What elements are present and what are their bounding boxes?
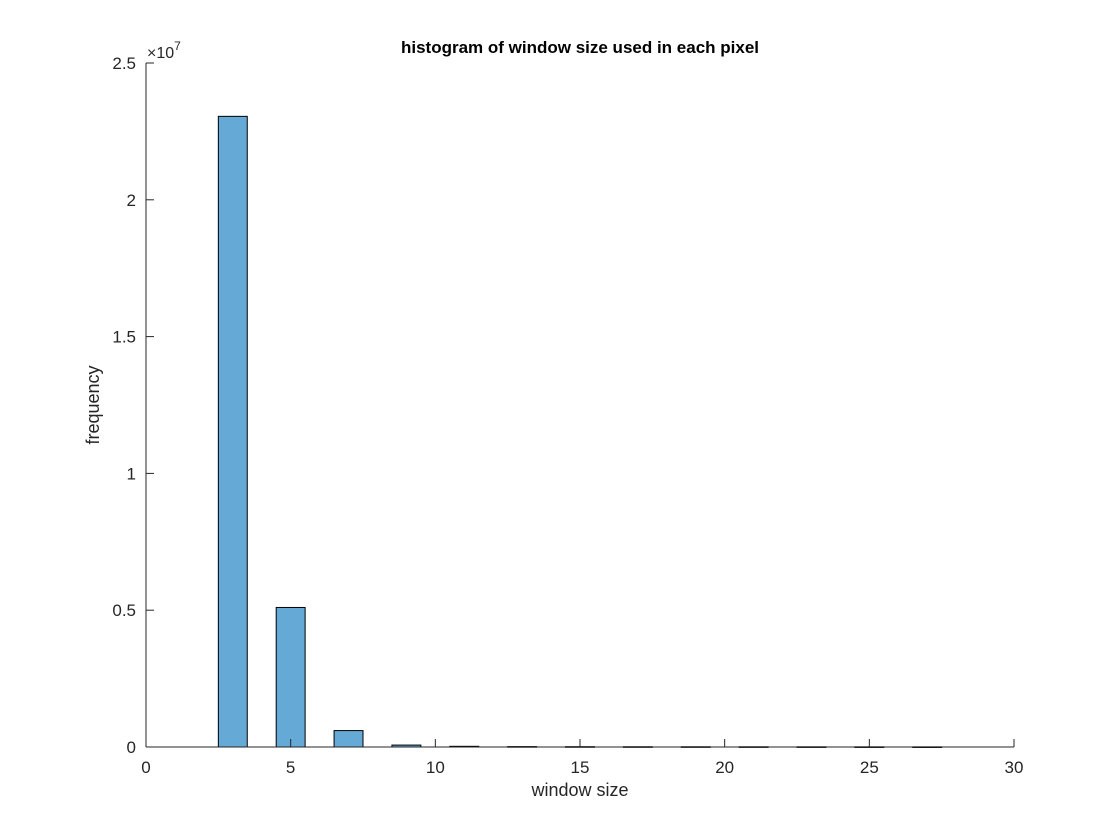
bars-group <box>217 115 943 748</box>
x-tick-label: 25 <box>860 758 879 777</box>
y-tick-label: 0 <box>127 738 136 757</box>
ticks-group: 0 5 10 15 20 25 30 0 0.5 1 1.5 2 2.5 <box>112 54 1023 777</box>
y-tick-label: 0.5 <box>112 601 136 620</box>
y-exponent-power: 7 <box>174 39 181 53</box>
x-tick-label: 30 <box>1005 758 1024 777</box>
y-tick-label: 1.5 <box>112 328 136 347</box>
histogram-bar <box>275 606 306 748</box>
y-tick-label: 1 <box>127 464 136 483</box>
x-tick-label: 20 <box>715 758 734 777</box>
x-tick-label: 10 <box>426 758 445 777</box>
histogram-bar <box>217 115 248 748</box>
y-exponent-label: ×107 <box>147 39 181 62</box>
y-exponent-base: ×10 <box>147 45 174 62</box>
x-tick-label: 5 <box>286 758 295 777</box>
x-axis-label: window size <box>530 780 628 800</box>
y-axis-label: frequency <box>83 365 103 444</box>
x-tick-label: 0 <box>141 758 150 777</box>
y-tick-label: 2.5 <box>112 54 136 73</box>
histogram-bar <box>333 730 364 748</box>
chart-title: histogram of window size used in each pi… <box>401 38 759 57</box>
x-tick-label: 15 <box>571 758 590 777</box>
y-tick-label: 2 <box>127 191 136 210</box>
